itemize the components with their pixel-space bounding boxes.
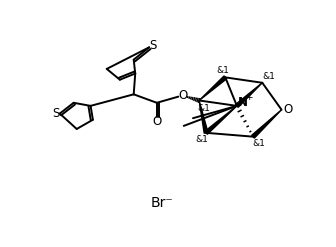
Text: Br⁻: Br⁻ [151, 196, 173, 210]
Text: &1: &1 [196, 135, 209, 144]
Text: +: + [245, 93, 252, 102]
Polygon shape [236, 83, 262, 107]
Polygon shape [199, 101, 208, 133]
Text: O: O [178, 89, 187, 102]
Text: &1: &1 [197, 104, 210, 113]
Text: S: S [52, 107, 59, 120]
Text: O: O [152, 115, 161, 128]
Polygon shape [252, 110, 282, 138]
Text: S: S [149, 39, 157, 52]
Text: &1: &1 [253, 139, 266, 148]
Text: O: O [283, 103, 292, 116]
Text: &1: &1 [217, 66, 229, 75]
Text: &1: &1 [262, 72, 275, 81]
Text: N: N [238, 96, 248, 108]
Polygon shape [199, 76, 226, 101]
Polygon shape [205, 106, 237, 134]
